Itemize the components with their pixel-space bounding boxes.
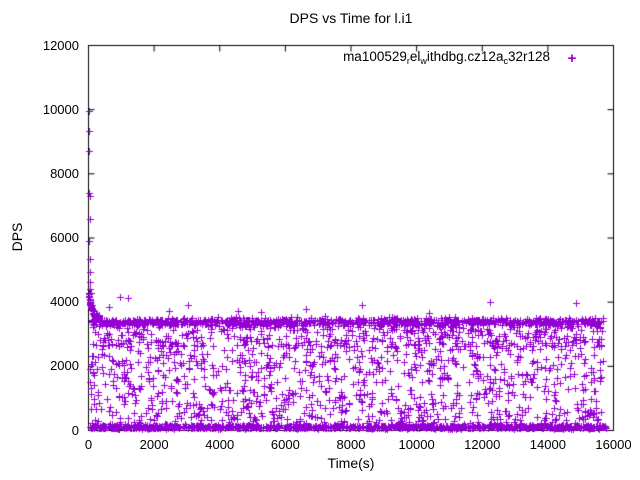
x-tick-label: 4000 bbox=[205, 437, 235, 452]
y-tick-label: 2000 bbox=[50, 358, 79, 374]
x-axis-label: Time(s) bbox=[327, 455, 375, 471]
x-tick-label: 16000 bbox=[595, 437, 632, 452]
x-tick-label: 12000 bbox=[464, 437, 501, 452]
y-tick-label: 12000 bbox=[42, 37, 79, 53]
legend-subscript: r bbox=[406, 56, 410, 66]
x-tick-label: 14000 bbox=[529, 437, 566, 452]
legend: ma100529relwithdbg.cz12ac32r128 + bbox=[343, 49, 578, 69]
legend-text-segment: ma100529 bbox=[343, 49, 407, 64]
x-tick-label: 10000 bbox=[398, 437, 435, 452]
x-tick-label: 8000 bbox=[336, 437, 366, 452]
x-tick-label: 2000 bbox=[139, 437, 169, 452]
legend-text-segment: ithdbg.cz12a bbox=[426, 49, 504, 64]
y-tick-label: 10000 bbox=[42, 101, 79, 117]
y-tick-label: 0 bbox=[71, 422, 79, 438]
chart-title: DPS vs Time for l.i1 bbox=[289, 10, 413, 26]
legend-plus-marker: + bbox=[567, 50, 577, 67]
y-tick-label: 8000 bbox=[50, 165, 79, 181]
legend-subscript: w bbox=[420, 56, 427, 66]
legend-text-segment: el bbox=[409, 49, 421, 64]
y-tick-label: 6000 bbox=[50, 230, 79, 245]
legend-entry-label: ma100529relwithdbg.cz12ac32r128 bbox=[343, 49, 550, 69]
x-tick-label: 6000 bbox=[270, 437, 300, 452]
y-tick-label: 4000 bbox=[50, 294, 79, 310]
legend-text-segment: 32r128 bbox=[507, 49, 550, 64]
x-tick-label: 0 bbox=[84, 437, 93, 452]
legend-subscript: c bbox=[503, 56, 508, 66]
